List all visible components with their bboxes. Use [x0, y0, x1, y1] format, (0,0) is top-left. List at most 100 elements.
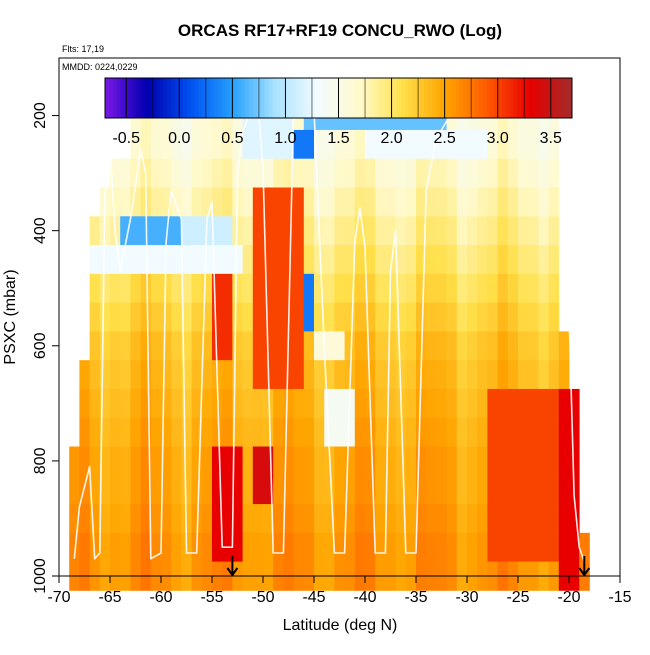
- heatmap-cell: [252, 417, 264, 447]
- heatmap-cell: [436, 158, 447, 188]
- heatmap-cell: [191, 273, 203, 304]
- colorbar-segment: [447, 78, 452, 118]
- colorbar-segment: [544, 78, 550, 118]
- heatmap-cell: [171, 388, 182, 419]
- heatmap-cell: [201, 245, 213, 275]
- heatmap-cell: [201, 158, 213, 188]
- heatmap-cell: [252, 446, 264, 476]
- heatmap-cell: [252, 475, 264, 505]
- heatmap-cell: [314, 129, 325, 160]
- heatmap-cell: [365, 360, 376, 390]
- heatmap-cell: [212, 475, 223, 505]
- heatmap-cell: [395, 129, 407, 160]
- heatmap-cell: [212, 532, 223, 563]
- colorbar-segment: [245, 78, 250, 118]
- heatmap-cell: [303, 504, 315, 534]
- colorbar-segment: [533, 78, 538, 118]
- heatmap-cell: [130, 187, 141, 217]
- heatmap-cell: [538, 129, 549, 160]
- heatmap-cell: [375, 302, 386, 332]
- heatmap-cell: [130, 245, 141, 275]
- heatmap-cell: [140, 302, 152, 332]
- heatmap-cell: [171, 360, 182, 390]
- heatmap-cell: [354, 216, 366, 246]
- heatmap-cell: [497, 245, 509, 275]
- heatmap-cell: [130, 129, 141, 160]
- heatmap-cell: [273, 187, 284, 217]
- heatmap-cell: [110, 273, 121, 304]
- colorbar-tick-label: 0.0: [168, 130, 190, 147]
- colorbar-segment: [280, 78, 285, 118]
- heatmap-cell: [110, 360, 121, 390]
- heatmap-cell: [89, 475, 101, 505]
- heatmap-cell: [344, 302, 356, 332]
- heatmap-cell: [161, 158, 172, 188]
- heatmap-cell: [344, 187, 356, 217]
- x-tick-label: -15: [608, 589, 631, 606]
- heatmap-cell: [446, 158, 458, 188]
- heatmap-cell: [538, 417, 549, 447]
- heatmap-cell: [395, 302, 407, 332]
- heatmap-cell: [538, 388, 549, 419]
- heatmap-cell: [477, 446, 488, 476]
- heatmap-cell: [191, 417, 203, 447]
- heatmap-cell: [456, 360, 468, 390]
- heatmap-cell: [426, 187, 437, 217]
- heatmap-cell: [354, 129, 366, 160]
- heatmap-cell: [354, 504, 366, 534]
- heatmap-cell: [201, 360, 213, 390]
- heatmap-cell: [518, 216, 529, 246]
- heatmap-cell: [497, 504, 509, 534]
- heatmap-cell: [538, 475, 549, 505]
- heatmap-cell: [334, 388, 345, 419]
- y-tick-label: 600: [32, 332, 49, 359]
- colorbar-tick-label: 0.5: [221, 130, 243, 147]
- heatmap-cell: [314, 417, 325, 447]
- heatmap-cell: [354, 245, 366, 275]
- colorbar-segment: [334, 78, 339, 118]
- heatmap-cell: [283, 388, 294, 419]
- x-tick-label: -35: [404, 589, 427, 606]
- heatmap-cell: [120, 245, 131, 275]
- heatmap-cell: [161, 187, 172, 217]
- heatmap-cell: [273, 129, 284, 160]
- heatmap-cell: [191, 129, 203, 160]
- heatmap-cell: [375, 532, 386, 563]
- colorbar-segment: [381, 78, 386, 118]
- heatmap-cell: [252, 388, 264, 419]
- heatmap-cell: [548, 417, 560, 447]
- heatmap-cell: [405, 504, 417, 534]
- heatmap-cell: [99, 475, 111, 505]
- colorbar-segment: [338, 78, 343, 118]
- heatmap-cell: [467, 302, 478, 332]
- heatmap-cell: [385, 216, 396, 246]
- heatmap-cell: [201, 504, 213, 534]
- heatmap-cell: [273, 245, 284, 275]
- heatmap-cell: [293, 302, 305, 332]
- heatmap-cell: [334, 360, 345, 390]
- heatmap-cell: [150, 360, 162, 390]
- heatmap-cell: [518, 302, 529, 332]
- colorbar-segment: [167, 78, 172, 118]
- heatmap-cell: [242, 273, 254, 304]
- colorbar-segment: [330, 78, 336, 118]
- colorbar-segment: [252, 78, 258, 118]
- heatmap-cell: [477, 504, 488, 534]
- heatmap-cell: [426, 302, 437, 332]
- heatmap-cell: [497, 158, 509, 188]
- heatmap-cell: [518, 532, 529, 563]
- heatmap-cell: [171, 302, 182, 332]
- heatmap-cell: [436, 331, 447, 361]
- heatmap-cell: [344, 245, 356, 275]
- heatmap-cell: [201, 129, 213, 160]
- heatmap-cell: [171, 158, 182, 188]
- colorbar-segment: [190, 78, 196, 118]
- heatmap-cell: [273, 388, 284, 419]
- heatmap-cell: [120, 475, 131, 505]
- heatmap-cell: [477, 417, 488, 447]
- heatmap-cell: [436, 360, 447, 390]
- heatmap-cell: [120, 331, 131, 361]
- colorbar-segment: [213, 78, 219, 118]
- heatmap-cell: [385, 360, 396, 390]
- heatmap-cell: [365, 158, 376, 188]
